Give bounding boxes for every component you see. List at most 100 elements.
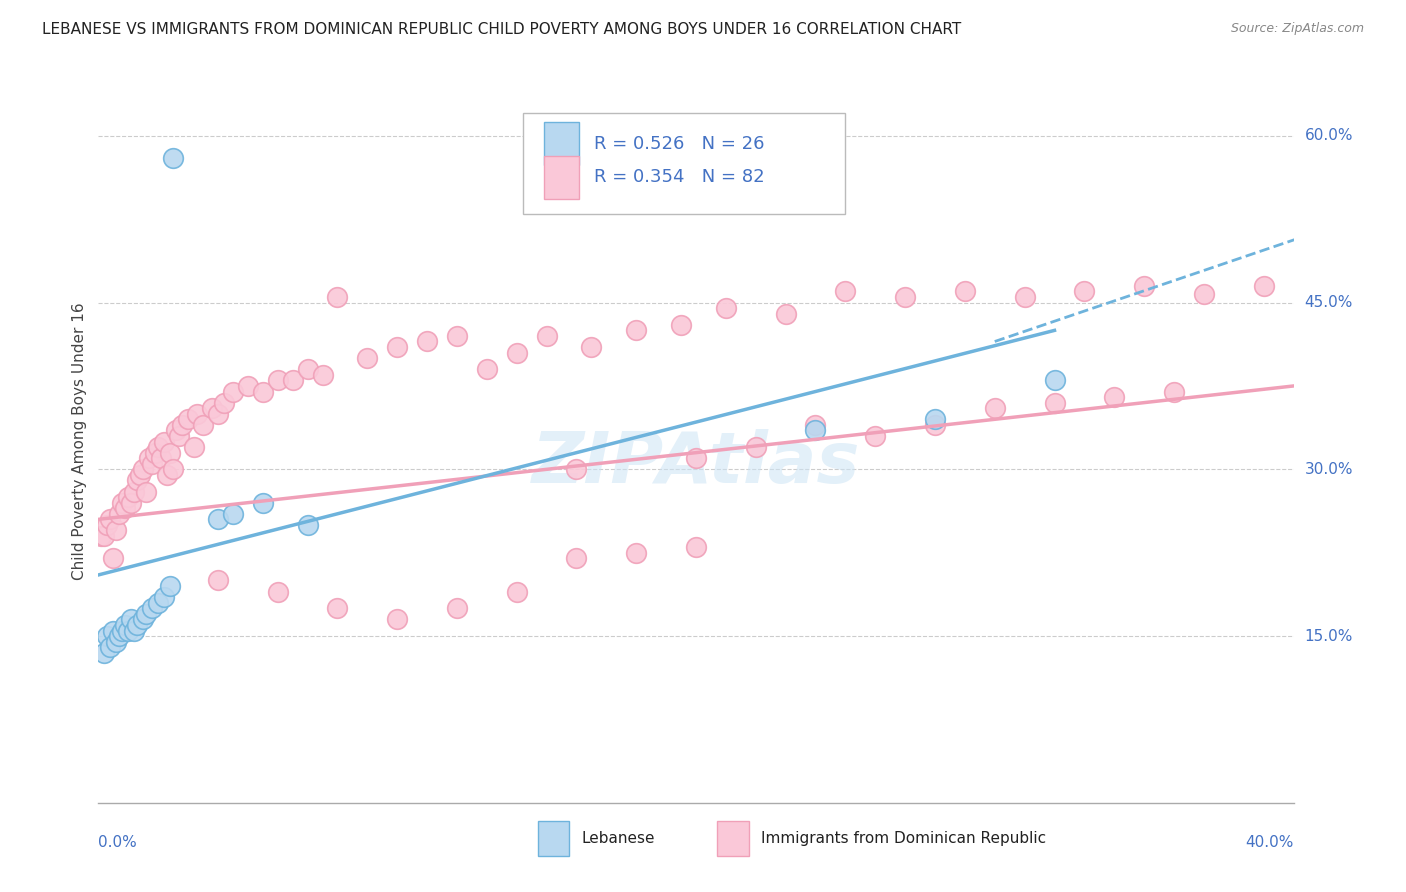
Point xyxy=(894,290,917,304)
Text: LEBANESE VS IMMIGRANTS FROM DOMINICAN REPUBLIC CHILD POVERTY AMONG BOYS UNDER 16: LEBANESE VS IMMIGRANTS FROM DOMINICAN RE… xyxy=(42,22,962,37)
Point xyxy=(108,629,131,643)
Point xyxy=(222,384,245,399)
Point xyxy=(172,417,194,432)
Point xyxy=(297,362,319,376)
Point xyxy=(98,640,122,655)
Point xyxy=(685,451,707,466)
Text: 0.0%: 0.0% xyxy=(98,835,138,850)
FancyBboxPatch shape xyxy=(544,156,579,199)
Point xyxy=(96,517,118,532)
FancyBboxPatch shape xyxy=(717,821,748,856)
Point xyxy=(111,496,134,510)
Point xyxy=(1133,279,1156,293)
Point xyxy=(506,345,529,359)
Point xyxy=(1014,290,1036,304)
Point xyxy=(127,618,149,632)
Point xyxy=(165,424,187,438)
Point xyxy=(117,624,139,638)
Point xyxy=(745,440,768,454)
FancyBboxPatch shape xyxy=(544,122,579,165)
Text: Immigrants from Dominican Republic: Immigrants from Dominican Republic xyxy=(761,831,1046,847)
Point xyxy=(129,467,152,482)
Point xyxy=(93,646,115,660)
Point xyxy=(201,401,224,416)
Point xyxy=(1104,390,1126,404)
Point xyxy=(124,624,146,638)
Point xyxy=(385,612,409,626)
Point xyxy=(804,417,827,432)
FancyBboxPatch shape xyxy=(538,821,569,856)
Point xyxy=(186,407,208,421)
Point xyxy=(775,307,797,321)
Point xyxy=(207,512,229,526)
Text: 40.0%: 40.0% xyxy=(1246,835,1294,850)
Point xyxy=(103,624,125,638)
Point xyxy=(183,440,205,454)
Point xyxy=(236,379,259,393)
Point xyxy=(252,496,274,510)
Point xyxy=(924,412,946,426)
Point xyxy=(1192,286,1215,301)
Point xyxy=(865,429,887,443)
Point xyxy=(581,340,603,354)
Point xyxy=(127,474,149,488)
Point xyxy=(953,285,976,299)
Point xyxy=(506,584,529,599)
Point xyxy=(120,612,142,626)
Point xyxy=(108,507,131,521)
Y-axis label: Child Poverty Among Boys Under 16: Child Poverty Among Boys Under 16 xyxy=(72,302,87,581)
Point xyxy=(252,384,274,399)
Point xyxy=(148,440,170,454)
Point xyxy=(385,340,409,354)
Point xyxy=(191,417,214,432)
Point xyxy=(148,596,170,610)
Text: 15.0%: 15.0% xyxy=(1305,629,1353,643)
Point xyxy=(177,412,200,426)
Point xyxy=(356,351,378,366)
Point xyxy=(281,373,304,387)
Point xyxy=(98,512,122,526)
Text: 60.0%: 60.0% xyxy=(1305,128,1353,144)
Point xyxy=(103,551,125,566)
Point xyxy=(150,451,173,466)
Point xyxy=(153,590,176,604)
Point xyxy=(1043,395,1066,409)
Point xyxy=(162,151,184,165)
Point xyxy=(114,501,136,516)
Text: Lebanese: Lebanese xyxy=(581,831,655,847)
Point xyxy=(111,624,134,638)
Point xyxy=(669,318,692,332)
Point xyxy=(132,462,155,476)
Point xyxy=(117,490,139,504)
Text: Source: ZipAtlas.com: Source: ZipAtlas.com xyxy=(1230,22,1364,36)
Point xyxy=(416,334,439,349)
Point xyxy=(565,462,588,476)
Text: 45.0%: 45.0% xyxy=(1305,295,1353,310)
Text: 30.0%: 30.0% xyxy=(1305,462,1353,477)
Point xyxy=(1073,285,1095,299)
Text: R = 0.354   N = 82: R = 0.354 N = 82 xyxy=(595,169,765,186)
Point xyxy=(924,417,946,432)
Point xyxy=(297,517,319,532)
Point xyxy=(326,290,349,304)
Point xyxy=(159,579,181,593)
Point xyxy=(267,373,290,387)
Point xyxy=(834,285,856,299)
Point xyxy=(446,329,468,343)
Point xyxy=(1253,279,1275,293)
Point xyxy=(984,401,1007,416)
Point xyxy=(804,424,827,438)
Point xyxy=(124,484,146,499)
Point xyxy=(105,524,128,538)
Point xyxy=(222,507,245,521)
Point xyxy=(536,329,558,343)
FancyBboxPatch shape xyxy=(523,112,845,214)
Point xyxy=(141,601,163,615)
Point xyxy=(685,540,707,554)
Point xyxy=(311,368,333,382)
Point xyxy=(143,445,166,459)
Point xyxy=(105,634,128,648)
Point xyxy=(1163,384,1185,399)
Point xyxy=(93,529,115,543)
Point xyxy=(714,301,737,315)
